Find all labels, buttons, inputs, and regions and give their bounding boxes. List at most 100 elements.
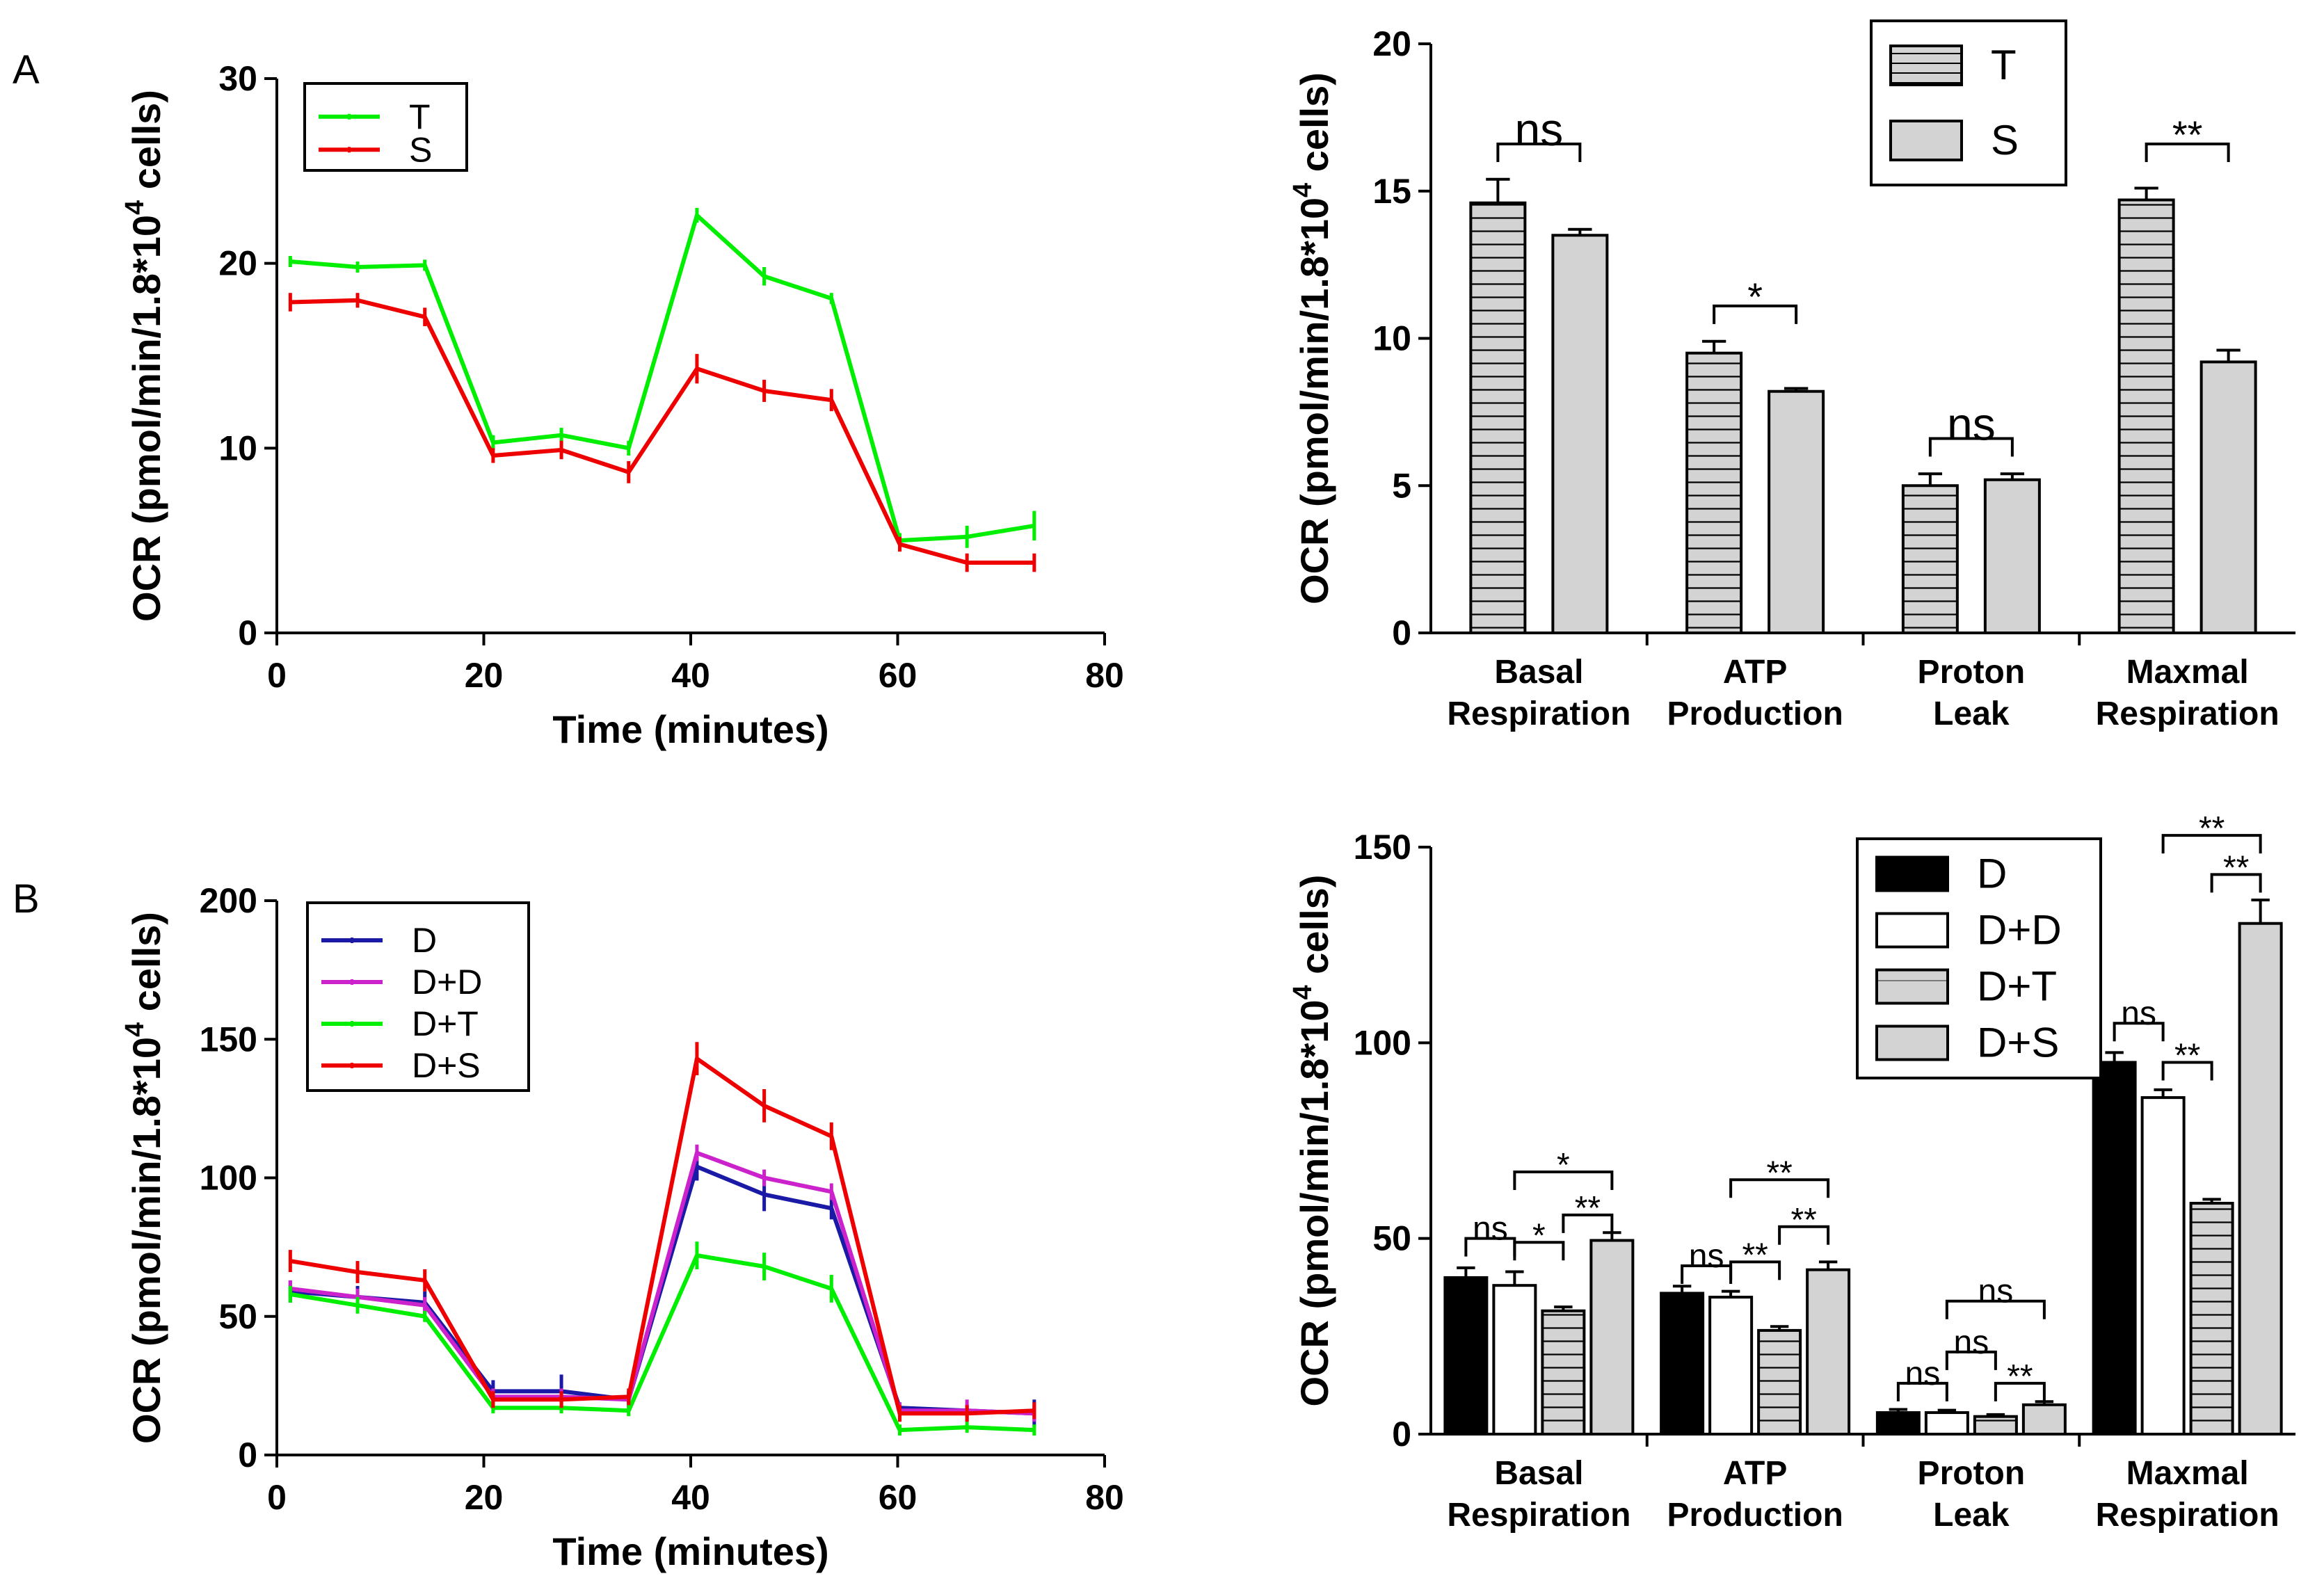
bar-t bbox=[1685, 351, 1743, 634]
y-tick-label: 50 bbox=[1372, 1219, 1411, 1258]
series-line-dplusd bbox=[289, 1150, 1034, 1416]
category-label: Proton bbox=[1918, 1455, 2026, 1492]
legend-label: D+T bbox=[412, 1004, 479, 1043]
x-tick-label: 20 bbox=[465, 656, 504, 695]
y-tick-label: 100 bbox=[200, 1159, 257, 1198]
bar-dplust bbox=[1973, 1415, 2018, 1436]
y-axis-label-main: OCR (pmol/min/1.8*10 bbox=[125, 215, 168, 622]
category-label: Basal bbox=[1494, 654, 1583, 691]
chart-b-bar: 0 50 100 150 Basal Respiration ATP Production Pr… bbox=[1288, 810, 2295, 1534]
category-label: Proton bbox=[1918, 654, 2026, 691]
significance-label: ns bbox=[1905, 1356, 1941, 1392]
chart-a-bar: 0 5 10 15 20 Basal Respiration ATP Production Pro… bbox=[1288, 19, 2295, 732]
significance-label: ns bbox=[1473, 1211, 1508, 1248]
legend-box bbox=[306, 901, 530, 1092]
significance-label: ns bbox=[1954, 1324, 1989, 1361]
bar-dplust bbox=[1541, 1309, 1586, 1436]
bar-s bbox=[1551, 234, 1609, 634]
bar-dplusd bbox=[1924, 1411, 1969, 1436]
series-line-s bbox=[290, 298, 1034, 565]
significance-bracket bbox=[1994, 1381, 2046, 1401]
bar-t bbox=[1901, 484, 1959, 634]
bar-t bbox=[1469, 201, 1527, 634]
legend-swatch bbox=[1875, 912, 1949, 949]
significance-bracket bbox=[1729, 1260, 1781, 1280]
legend-swatch bbox=[1875, 855, 1949, 892]
significance-label: ** bbox=[2174, 1037, 2200, 1074]
y-tick-label: 50 bbox=[218, 1297, 257, 1336]
x-tick-label: 60 bbox=[879, 1478, 917, 1517]
x-tick-label: 0 bbox=[267, 1478, 287, 1517]
significance-label: * bbox=[1557, 1147, 1570, 1184]
category-label: ATP bbox=[1723, 1455, 1787, 1492]
y-tick-label: 20 bbox=[1372, 24, 1411, 63]
category-label: Maxmal bbox=[2126, 654, 2249, 691]
legend-label: T bbox=[409, 97, 431, 136]
y-tick-label: 0 bbox=[238, 613, 257, 652]
y-axis-label-superscript: 4 bbox=[120, 200, 150, 215]
series-line-dplust bbox=[289, 1253, 1034, 1433]
significance-label: ** bbox=[1742, 1237, 1768, 1273]
category-label: Leak bbox=[1933, 1497, 2010, 1534]
y-axis-label: OCR (pmol/min/1.8*104 cells) bbox=[120, 90, 168, 622]
bar-d bbox=[1443, 1276, 1489, 1436]
category-label: Respiration bbox=[1447, 1497, 1630, 1534]
category-label: Respiration bbox=[1447, 696, 1630, 732]
panel-letter-a: A bbox=[13, 47, 40, 93]
y-axis-label-main: OCR (pmol/min/1.8*10 bbox=[1292, 198, 1336, 604]
bar-t bbox=[2117, 198, 2175, 634]
significance-label: ** bbox=[1575, 1190, 1601, 1227]
y-tick-label: 0 bbox=[1392, 1415, 1411, 1454]
significance-bracket bbox=[1928, 437, 2014, 457]
significance-bracket bbox=[2161, 834, 2262, 854]
category-label: Production bbox=[1667, 1497, 1843, 1534]
bar-dplust bbox=[1757, 1328, 1802, 1436]
y-axis-label: OCR (pmol/min/1.8*104 cells) bbox=[1288, 875, 1336, 1407]
y-tick-label: 150 bbox=[1354, 828, 1411, 867]
legend-label: S bbox=[409, 130, 432, 169]
significance-bracket bbox=[2113, 1022, 2165, 1042]
significance-bracket bbox=[1562, 1213, 1614, 1233]
series-line-dpluss bbox=[289, 1056, 1034, 1416]
y-axis-label-superscript: 4 bbox=[1288, 183, 1317, 198]
x-tick-label: 40 bbox=[671, 656, 710, 695]
legend-label: D bbox=[1977, 851, 2007, 897]
significance-label: * bbox=[1532, 1217, 1546, 1254]
legend-label: D+S bbox=[1977, 1020, 2059, 1066]
legend-swatch bbox=[1875, 1024, 1949, 1061]
x-tick-label: 60 bbox=[879, 656, 917, 695]
significance-bracket bbox=[1778, 1225, 1830, 1245]
y-axis-label-superscript: 4 bbox=[1288, 985, 1317, 999]
y-tick-label: 150 bbox=[200, 1020, 257, 1059]
y-axis-label-main: OCR (pmol/min/1.8*10 bbox=[1292, 999, 1336, 1406]
y-axis-label-main: OCR (pmol/min/1.8*10 bbox=[125, 1037, 168, 1444]
legend-label: D+D bbox=[412, 963, 482, 1002]
x-tick-label: 0 bbox=[267, 656, 287, 695]
series-line-t bbox=[290, 213, 1035, 543]
legend-swatch bbox=[1889, 120, 1963, 161]
legend-swatch bbox=[1889, 45, 1963, 86]
significance-label: ** bbox=[2199, 810, 2225, 847]
y-tick-label: 15 bbox=[1372, 172, 1411, 211]
y-axis-label-superscript: 4 bbox=[120, 1022, 150, 1037]
significance-label: ** bbox=[1790, 1202, 1816, 1239]
x-tick-label: 40 bbox=[671, 1478, 710, 1517]
significance-bracket bbox=[1513, 1171, 1614, 1191]
bar-s bbox=[1768, 389, 1825, 634]
legend-label: D+T bbox=[1977, 963, 2057, 1010]
significance-bracket bbox=[1729, 1178, 1830, 1198]
y-axis-label-tail: cells) bbox=[125, 912, 168, 1022]
bar-dplust bbox=[2189, 1202, 2234, 1436]
legend-swatch bbox=[1875, 968, 1949, 1005]
x-tick-label: 80 bbox=[1085, 1478, 1124, 1517]
y-axis-label-tail: cells) bbox=[125, 90, 168, 200]
significance-label: ns bbox=[1515, 104, 1564, 155]
legend-label: D+D bbox=[1977, 907, 2062, 954]
bar-d bbox=[1660, 1292, 1705, 1436]
significance-label: ** bbox=[1766, 1155, 1792, 1191]
significance-bracket bbox=[2145, 142, 2230, 162]
bar-d bbox=[1875, 1411, 1921, 1436]
bar-dpluss bbox=[2238, 922, 2283, 1436]
significance-label: ns bbox=[1947, 398, 1996, 449]
